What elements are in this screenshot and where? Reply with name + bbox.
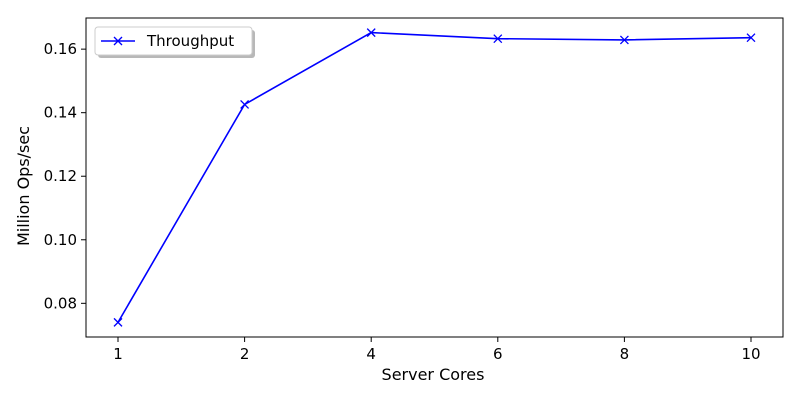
- x-tick-label: 8: [620, 345, 630, 363]
- axes-layer: 1 2 4 6 8 10 0.08 0.10 0.12 0.14 0.16: [44, 17, 784, 363]
- x-tick-label: 6: [493, 345, 503, 363]
- legend-label: Throughput: [146, 32, 234, 50]
- y-tick-label: 0.16: [44, 40, 77, 58]
- x-marker-stroke: [113, 317, 123, 327]
- data-point: [619, 35, 629, 45]
- x-marker-stroke: [493, 34, 503, 44]
- data-point: [746, 33, 756, 43]
- x-marker-stroke: [240, 99, 250, 109]
- legend-box: [94, 26, 253, 56]
- data-point: [366, 28, 376, 38]
- x-tick-label: 10: [741, 345, 760, 363]
- x-marker-stroke: [619, 35, 629, 45]
- data-point: [240, 99, 250, 109]
- plot-frame: [85, 17, 784, 338]
- legend: Throughput: [94, 26, 255, 58]
- x-marker-stroke: [746, 33, 756, 43]
- y-tick-label: 0.08: [44, 294, 77, 312]
- x-marker-stroke: [366, 28, 376, 38]
- x-tick-label: 1: [113, 345, 123, 363]
- y-axis-label: Million Ops/sec: [14, 126, 33, 246]
- y-tick-label: 0.10: [44, 231, 77, 249]
- legend-marker: [113, 36, 123, 46]
- x-tick-label: 2: [240, 345, 250, 363]
- data-point: [113, 317, 123, 327]
- data-point: [493, 34, 503, 44]
- series-line: [117, 31, 752, 323]
- y-tick-label: 0.14: [44, 104, 77, 122]
- series-layer: [113, 28, 756, 327]
- x-axis-label: Server Cores: [382, 365, 485, 384]
- x-tick-label: 4: [366, 345, 376, 363]
- y-tick-label: 0.12: [44, 167, 77, 185]
